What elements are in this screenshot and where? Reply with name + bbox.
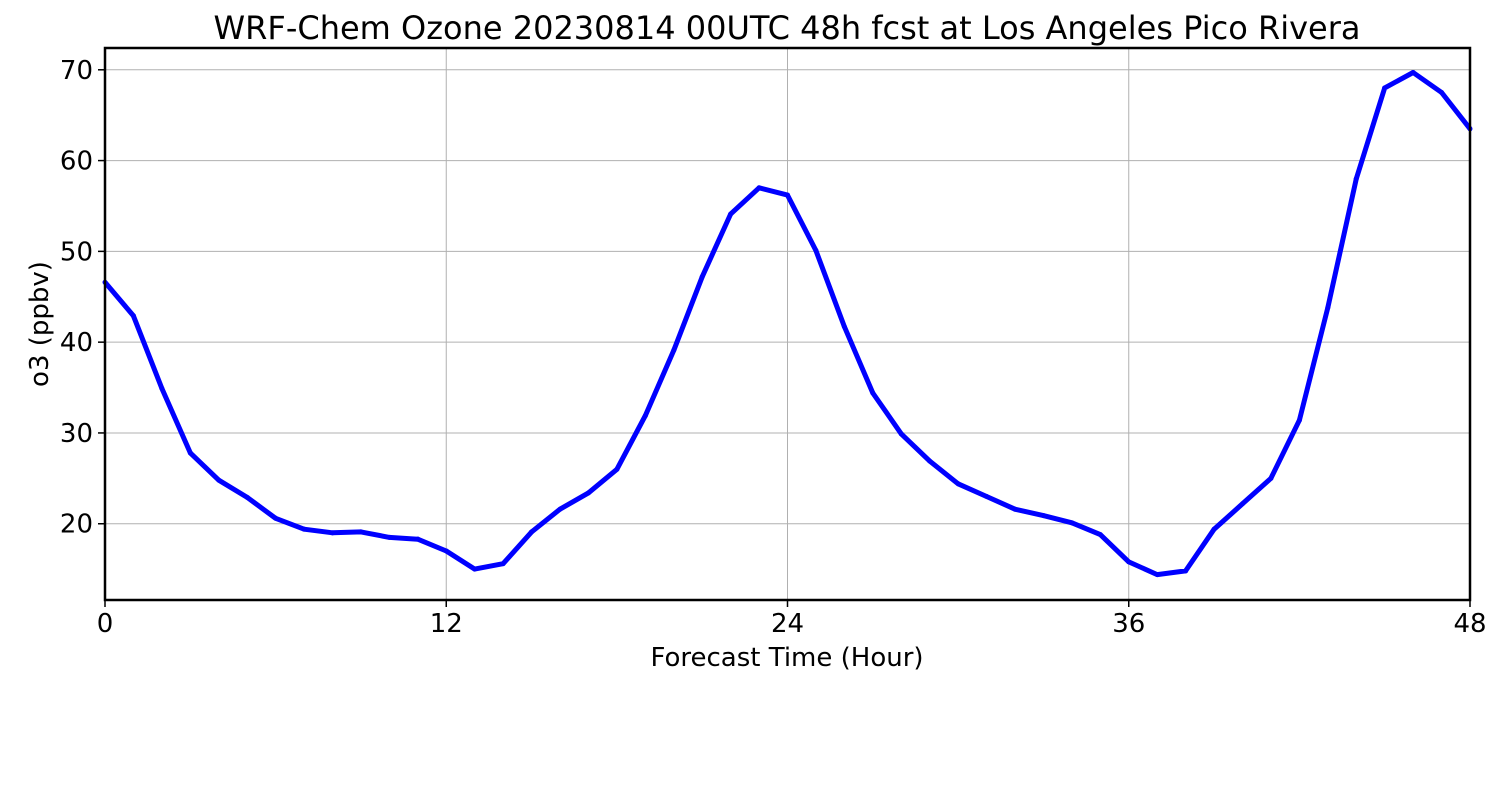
ozone-data-point — [500, 561, 506, 567]
ozone-data-point — [728, 211, 734, 217]
ozone-data-point — [1012, 506, 1018, 512]
ozone-data-point — [1325, 305, 1331, 311]
ozone-data-point — [898, 431, 904, 437]
ozone-data-point — [187, 450, 193, 456]
ozone-data-point — [443, 548, 449, 554]
grid-layer — [104, 48, 1471, 600]
ozone-data-point — [1439, 89, 1445, 95]
ozone-data-point — [244, 494, 250, 500]
ozone-data-point — [1126, 559, 1132, 565]
ozone-data-point — [642, 413, 648, 419]
ozone-data-point — [699, 274, 705, 280]
ozone-data-point — [1296, 417, 1302, 423]
ozone-data-point — [301, 526, 307, 532]
ozone-data-point — [756, 185, 762, 191]
ozone-data-point — [785, 192, 790, 198]
y-tick-label: 60 — [60, 147, 93, 177]
ozone-data-point — [330, 530, 335, 536]
x-axis-label: Forecast Time (Hour) — [650, 643, 923, 673]
ozone-data-point — [1211, 526, 1217, 532]
ozone-data-point — [1097, 532, 1103, 538]
ozone-data-point — [1154, 572, 1160, 578]
ozone-data-point — [130, 313, 136, 319]
ozone-data-point — [529, 529, 535, 535]
ozone-data-point — [1069, 520, 1075, 526]
ozone-data-point — [870, 390, 876, 396]
ozone-data-point — [1268, 475, 1274, 481]
ozone-data-point — [386, 534, 392, 540]
ozone-data-point — [415, 536, 421, 542]
x-tick-label: 36 — [1112, 609, 1145, 639]
ozone-data-point — [614, 466, 620, 472]
ozone-data-point — [472, 566, 478, 572]
y-axis-label: o3 (ppbv) — [25, 261, 55, 387]
x-tick-label: 24 — [771, 609, 804, 639]
ozone-data-point — [955, 481, 961, 487]
x-tick-label: 0 — [97, 609, 114, 639]
y-tick-label: 40 — [60, 328, 93, 358]
ozone-data-point — [1410, 70, 1416, 76]
x-tick-label: 12 — [430, 609, 463, 639]
ozone-data-point — [1240, 501, 1245, 507]
y-tick-label: 50 — [60, 237, 93, 267]
ozone-data-point — [927, 458, 933, 464]
tick-layer: 0 12 24 36 48 20 30 40 50 60 70 — [60, 56, 1487, 639]
ozone-data-point — [1353, 176, 1359, 182]
ozone-data-point — [1382, 85, 1388, 91]
x-tick-label: 48 — [1453, 609, 1486, 639]
ozone-data-point — [841, 324, 847, 330]
ozone-data-point — [585, 490, 591, 496]
ozone-data-point — [273, 515, 279, 521]
ozone-data-point — [984, 494, 990, 499]
ozone-data-point — [671, 347, 677, 353]
ozone-data-point — [358, 529, 364, 535]
ozone-data-point — [1040, 513, 1046, 519]
ozone-data-point — [1183, 568, 1189, 574]
y-tick-label: 20 — [60, 510, 93, 540]
ozone-data-point — [813, 247, 819, 253]
y-tick-label: 30 — [60, 419, 93, 449]
chart-title: WRF-Chem Ozone 20230814 00UTC 48h fcst a… — [214, 9, 1361, 47]
ozone-data-point — [159, 385, 165, 391]
ozone-data-point — [557, 506, 563, 512]
y-tick-label: 70 — [60, 56, 93, 86]
ozone-data-point — [216, 477, 222, 483]
